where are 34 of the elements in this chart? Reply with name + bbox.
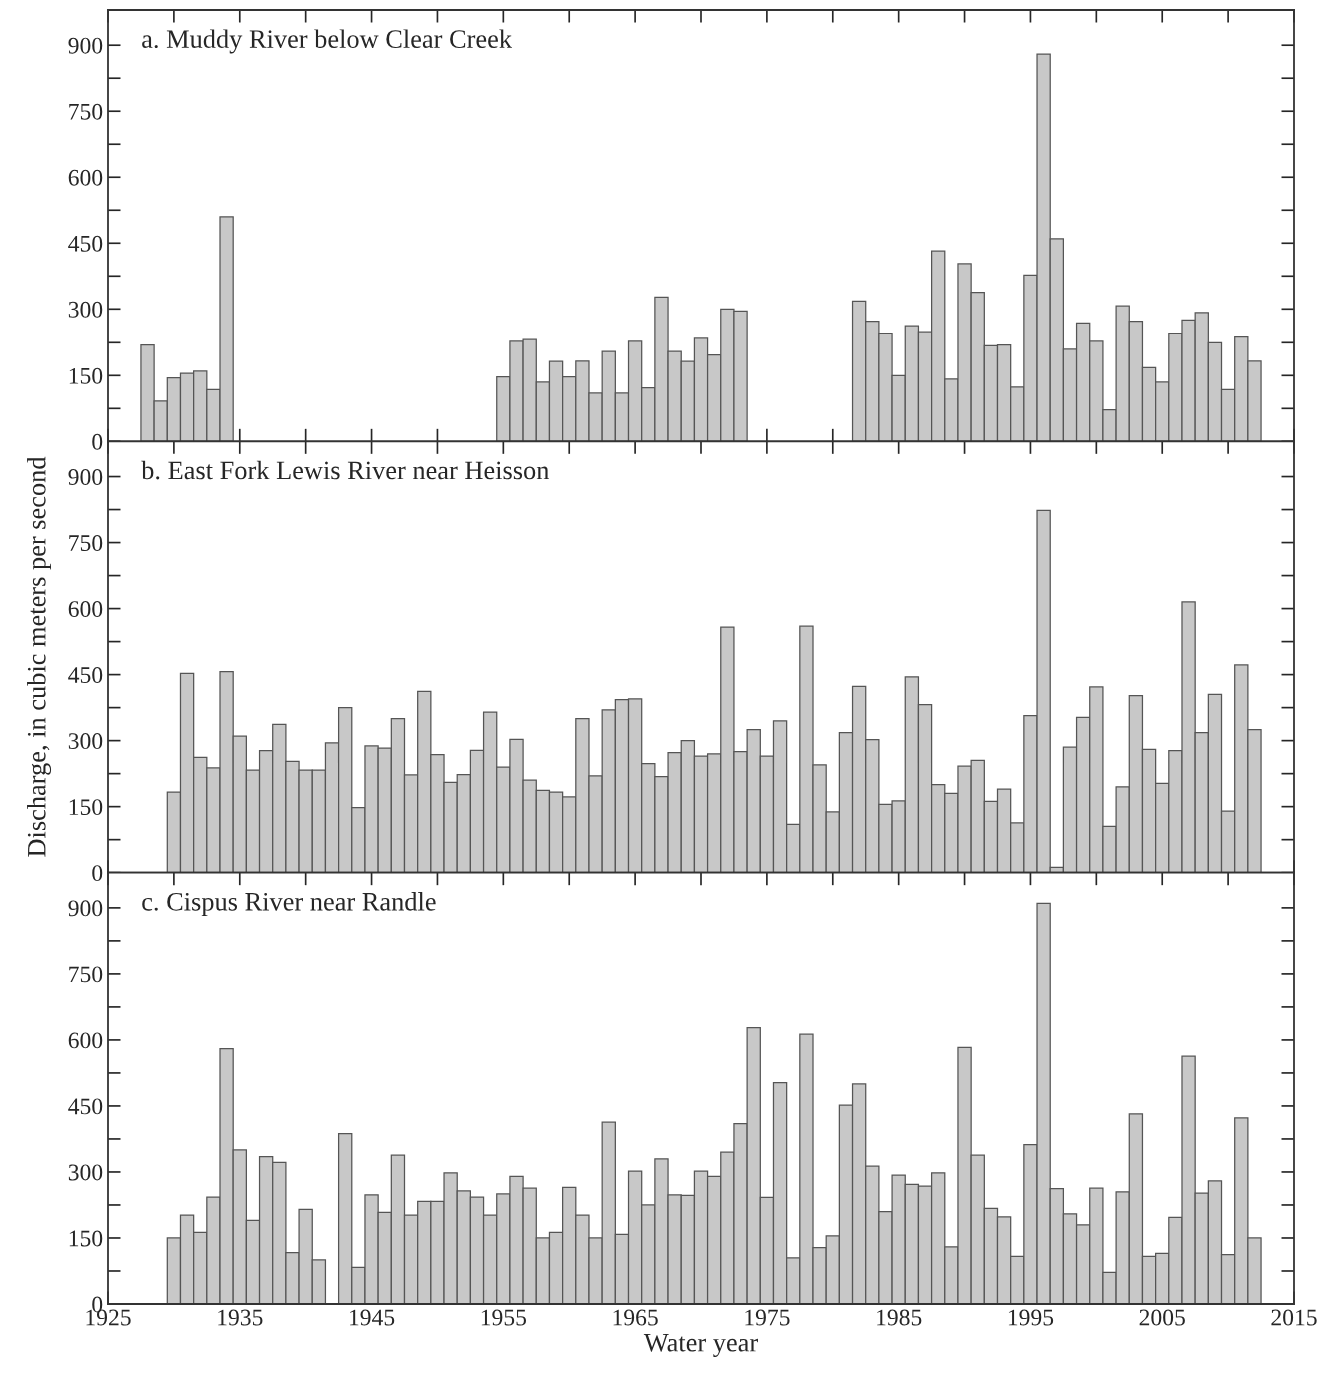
y-tick-label: 300 <box>68 733 103 750</box>
x-tick-label: 1965 <box>613 1309 658 1326</box>
y-tick-label: 600 <box>68 169 103 186</box>
x-tick-label: 1995 <box>1008 1309 1054 1326</box>
y-tick-label: 750 <box>69 535 103 551</box>
y-tick-label: 600 <box>68 1032 103 1049</box>
y-tick-label: 450 <box>68 1098 103 1115</box>
y-tick-label: 150 <box>69 799 103 816</box>
y-tick-label: 750 <box>69 966 103 983</box>
y-tick-label: 0 <box>92 865 103 882</box>
y-tick-label: 150 <box>69 1230 103 1247</box>
y-tick-label: 150 <box>69 367 103 384</box>
x-tick-label: 1975 <box>745 1309 790 1326</box>
x-tick-label: 1935 <box>218 1309 263 1326</box>
x-axis-title: Water year <box>643 1334 758 1357</box>
x-tick-label: 1985 <box>877 1309 922 1326</box>
text: b. East Fork Lewis River near Heisson <box>141 460 550 480</box>
x-tick-label: 2015 <box>1271 1309 1317 1326</box>
y-tick-label: 450 <box>68 235 103 252</box>
y-tick-label: 900 <box>68 469 103 485</box>
y-tick-label: 300 <box>68 1164 103 1181</box>
y-tick-label: 900 <box>68 37 103 54</box>
text: a. Muddy River below Clear Creek <box>142 29 513 54</box>
y-tick-label: 750 <box>69 103 103 120</box>
y-tick-label: 450 <box>68 667 103 684</box>
text: c. Cispus River near Randle <box>142 892 436 917</box>
y-axis-title: Discharge, in cubic meters per second <box>27 456 52 857</box>
x-tick-label: 1955 <box>481 1309 527 1326</box>
y-tick-label: 300 <box>68 301 103 318</box>
y-tick-label: 900 <box>68 900 103 917</box>
y-tick-label: 0 <box>92 433 103 450</box>
x-tick-label: 2005 <box>1139 1309 1185 1326</box>
x-tick-label: 1945 <box>350 1309 395 1326</box>
y-tick-label: 600 <box>68 601 103 618</box>
